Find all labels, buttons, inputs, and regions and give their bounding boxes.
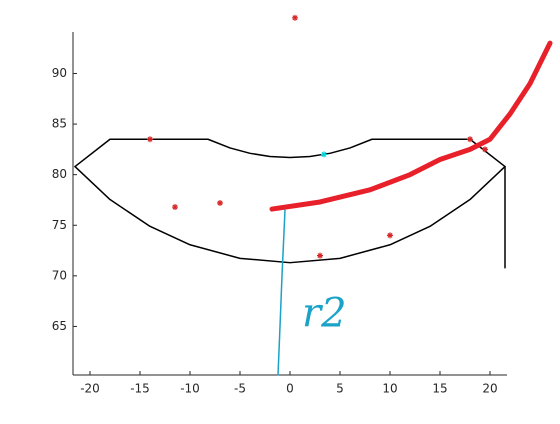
x-tick-label: -20 xyxy=(80,382,100,396)
y-tick-label: 85 xyxy=(52,117,67,131)
marker xyxy=(482,146,488,153)
marker xyxy=(467,136,473,143)
y-tick-label: 75 xyxy=(52,218,67,232)
line xyxy=(277,209,286,376)
y-tick-label: 70 xyxy=(52,268,67,282)
marker xyxy=(387,232,393,239)
marker xyxy=(172,204,178,211)
marker xyxy=(317,252,323,259)
x-tick-label: 0 xyxy=(286,382,294,396)
line xyxy=(269,40,553,212)
x-tick-label: 5 xyxy=(336,382,344,396)
annotation: r2 xyxy=(302,290,347,336)
x-tick-label: 15 xyxy=(432,382,447,396)
x-tick-label: 20 xyxy=(482,382,497,396)
x-tick-label: 10 xyxy=(382,382,397,396)
marker xyxy=(147,136,153,143)
y-tick-label: 90 xyxy=(52,66,67,80)
line xyxy=(74,138,506,269)
x-tick-label: -10 xyxy=(180,382,200,396)
x-tick-label: -15 xyxy=(130,382,150,396)
marker xyxy=(292,14,298,21)
marker xyxy=(321,151,327,158)
marker xyxy=(217,199,223,206)
line xyxy=(74,165,506,264)
y-tick-label: 65 xyxy=(52,319,67,333)
y-tick-label: 80 xyxy=(52,167,67,181)
x-tick-label: -5 xyxy=(234,382,246,396)
